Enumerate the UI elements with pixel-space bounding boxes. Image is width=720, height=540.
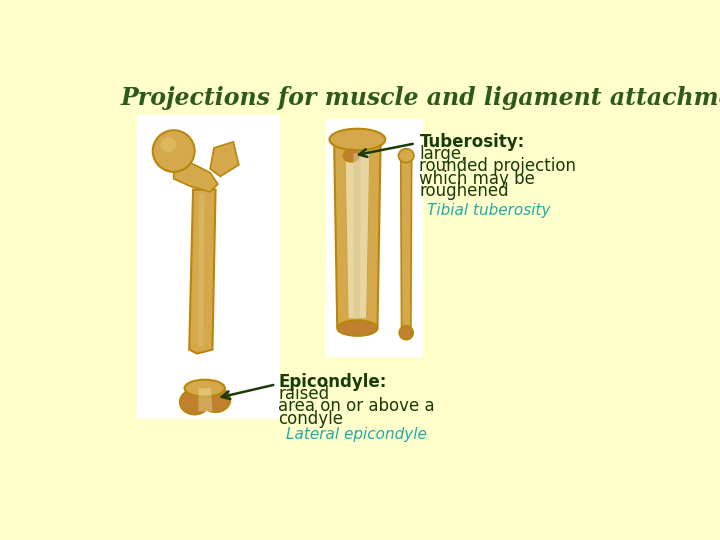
Polygon shape bbox=[354, 153, 361, 319]
Ellipse shape bbox=[343, 150, 359, 162]
Bar bbox=[137, 115, 280, 419]
Ellipse shape bbox=[330, 129, 385, 150]
Polygon shape bbox=[174, 161, 218, 192]
Polygon shape bbox=[210, 142, 239, 177]
Polygon shape bbox=[334, 142, 381, 327]
Circle shape bbox=[161, 137, 176, 153]
Text: roughened: roughened bbox=[419, 182, 509, 200]
Text: Epicondyle:: Epicondyle: bbox=[279, 373, 387, 391]
Text: Lateral epicondyle: Lateral epicondyle bbox=[286, 427, 427, 442]
Text: Tibial tuberosity: Tibial tuberosity bbox=[427, 204, 551, 218]
Ellipse shape bbox=[201, 387, 230, 412]
Polygon shape bbox=[345, 153, 370, 319]
Text: raised: raised bbox=[279, 385, 330, 403]
Polygon shape bbox=[199, 388, 212, 411]
Text: condyle: condyle bbox=[279, 410, 343, 428]
Polygon shape bbox=[401, 161, 412, 327]
Text: area on or above a: area on or above a bbox=[279, 397, 435, 415]
Polygon shape bbox=[199, 194, 204, 346]
Ellipse shape bbox=[180, 390, 210, 414]
Text: which may be: which may be bbox=[419, 170, 535, 187]
Text: Tuberosity:: Tuberosity: bbox=[419, 132, 525, 151]
Text: Projections for muscle and ligament attachment: Projections for muscle and ligament atta… bbox=[121, 86, 720, 110]
Ellipse shape bbox=[337, 320, 377, 336]
Ellipse shape bbox=[184, 380, 225, 397]
Text: rounded projection: rounded projection bbox=[419, 157, 577, 175]
Circle shape bbox=[153, 130, 194, 172]
Polygon shape bbox=[189, 190, 215, 354]
Ellipse shape bbox=[399, 326, 413, 340]
Bar bbox=[326, 119, 423, 357]
Text: large,: large, bbox=[419, 145, 467, 163]
Ellipse shape bbox=[398, 148, 414, 163]
